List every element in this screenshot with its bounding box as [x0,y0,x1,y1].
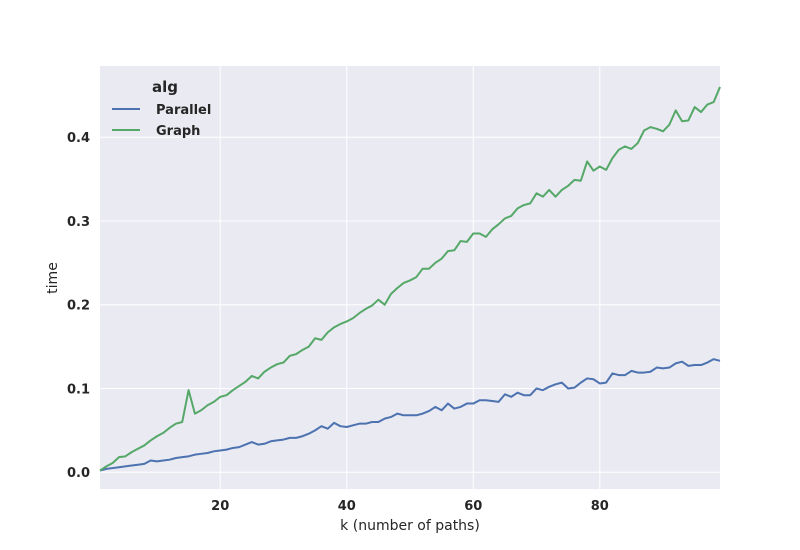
series-line-graph [99,86,721,472]
series-layer [99,86,721,472]
x-tick-label: 40 [338,499,356,514]
y-axis-label: time [45,262,61,294]
y-tick-label: 0.3 [67,215,90,230]
x-tick-label: 80 [591,499,609,514]
tick-labels: 20 40 60 80 0.0 0.1 0.2 0.3 0.4 [67,131,609,514]
plot-background [100,66,720,489]
y-tick-label: 0.4 [67,131,90,146]
y-tick-label: 0.0 [67,466,90,481]
x-tick-label: 20 [211,499,229,514]
x-axis-label: k (number of paths) [340,518,480,534]
legend-label-graph: Graph [156,124,200,139]
x-tick-label: 60 [464,499,482,514]
y-tick-label: 0.1 [67,382,90,397]
legend: alg Parallel Graph [112,78,211,139]
series-line-parallel [99,358,721,472]
y-tick-label: 0.2 [67,299,90,314]
grid-lines [100,66,720,489]
legend-label-parallel: Parallel [156,103,211,118]
legend-title: alg [152,78,178,96]
